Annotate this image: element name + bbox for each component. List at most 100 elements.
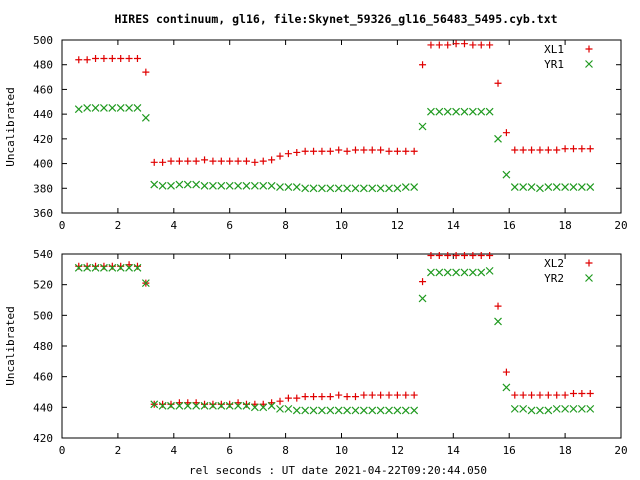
- yr1-point: [276, 183, 284, 191]
- yr2-point: [334, 406, 343, 415]
- y-tick-label: 460: [33, 371, 53, 384]
- yr2-point: [468, 268, 477, 277]
- yr2-point: [460, 268, 469, 277]
- xl1-point: [117, 55, 125, 63]
- yr2-point: [418, 294, 427, 303]
- yr2-point: [485, 266, 494, 275]
- xl1-point: [477, 41, 485, 49]
- xl1-point: [301, 147, 309, 155]
- xl2-point: [393, 391, 401, 399]
- x-tick-label: 12: [391, 219, 404, 232]
- x-tick-label: 20: [614, 219, 627, 232]
- yr1-point: [510, 183, 519, 191]
- y-tick-label: 420: [33, 133, 53, 146]
- yr1-point: [250, 181, 259, 190]
- x-axis-label: rel seconds : UT date 2021-04-22T09:20:4…: [189, 464, 487, 477]
- yr1-point: [586, 183, 595, 191]
- x-tick-label: 18: [558, 219, 571, 232]
- xl2-point: [335, 391, 343, 399]
- xl1-point: [226, 157, 234, 165]
- yr1-point: [200, 181, 209, 190]
- yr1-point: [418, 122, 427, 131]
- yr1-point: [536, 184, 544, 193]
- yr2-point: [301, 406, 310, 415]
- x-tick-label: 8: [282, 219, 289, 232]
- yr2-point: [544, 406, 553, 415]
- yr2-point: [435, 268, 444, 277]
- yr1-point: [359, 184, 368, 193]
- yr2-point: [393, 406, 402, 415]
- xl1-point: [427, 41, 435, 49]
- yr1-point: [519, 183, 528, 191]
- xl2-point: [435, 252, 443, 260]
- yr2-point: [443, 268, 452, 277]
- yr2-point: [552, 404, 561, 413]
- yr1-point: [74, 105, 83, 114]
- xl2-point: [536, 391, 544, 399]
- xl2-point: [561, 391, 569, 399]
- yr2-point: [427, 268, 435, 277]
- xl2-point: [569, 390, 577, 398]
- xl2-point: [511, 391, 519, 399]
- xl2-point: [410, 391, 418, 399]
- x-tick-label: 12: [391, 444, 404, 457]
- xl1-point: [569, 145, 577, 153]
- yr2-point: [309, 406, 318, 415]
- x-tick-label: 4: [170, 219, 177, 232]
- yr1-point: [443, 107, 452, 116]
- xl1-point: [335, 146, 343, 154]
- xl1-point: [435, 41, 443, 49]
- yr2-point: [217, 401, 226, 410]
- x-tick-label: 8: [282, 444, 289, 457]
- yr2-point: [141, 279, 150, 288]
- y-axis-label: Uncalibrated: [4, 87, 17, 166]
- legend-label: XL1: [544, 43, 564, 56]
- yr1-point: [544, 183, 553, 191]
- yr1-point: [569, 183, 578, 191]
- xl1-point: [167, 157, 175, 165]
- y-tick-label: 380: [33, 182, 53, 195]
- xl1-point: [519, 146, 527, 154]
- yr1-point: [209, 181, 217, 190]
- yr1-point: [410, 183, 419, 191]
- xl2-point: [351, 393, 359, 401]
- yr2-point: [91, 263, 100, 272]
- xl1-point: [326, 147, 334, 155]
- y-tick-label: 500: [33, 309, 53, 322]
- xl1-point: [444, 41, 452, 49]
- yr1-point: [502, 170, 511, 179]
- xl1-point: [578, 145, 586, 153]
- yr1-point: [477, 107, 486, 116]
- yr1-point: [284, 183, 293, 191]
- xl1-point: [536, 146, 544, 154]
- xl1-point: [192, 157, 200, 165]
- xl1-point: [75, 56, 83, 64]
- yr2-point: [536, 406, 544, 415]
- yr2-point: [385, 406, 393, 415]
- xl2-point: [284, 394, 292, 402]
- yr1-point: [108, 104, 117, 112]
- yr2-point: [158, 401, 167, 410]
- yr2-point: [502, 383, 511, 392]
- xl2-point: [486, 252, 494, 260]
- x-tick-label: 10: [335, 444, 348, 457]
- xl1-point: [242, 157, 250, 165]
- xl1-point: [502, 129, 510, 137]
- xl1-point: [201, 156, 209, 164]
- xl1-point: [268, 156, 276, 164]
- yr2-point: [234, 401, 243, 410]
- legend-marker: [585, 259, 593, 267]
- yr2-point: [359, 406, 368, 415]
- xl1-point: [83, 56, 91, 64]
- xl1-point: [460, 40, 468, 48]
- x-tick-label: 2: [115, 444, 122, 457]
- yr1-point: [401, 183, 410, 191]
- yr1-point: [141, 113, 150, 122]
- xl1-point: [276, 152, 284, 160]
- xl2-point: [360, 391, 368, 399]
- legend-label: YR1: [544, 58, 564, 71]
- x-tick-label: 16: [503, 219, 516, 232]
- xl1-point: [150, 158, 158, 166]
- xl1-point: [452, 40, 460, 48]
- yr1-point: [167, 181, 175, 190]
